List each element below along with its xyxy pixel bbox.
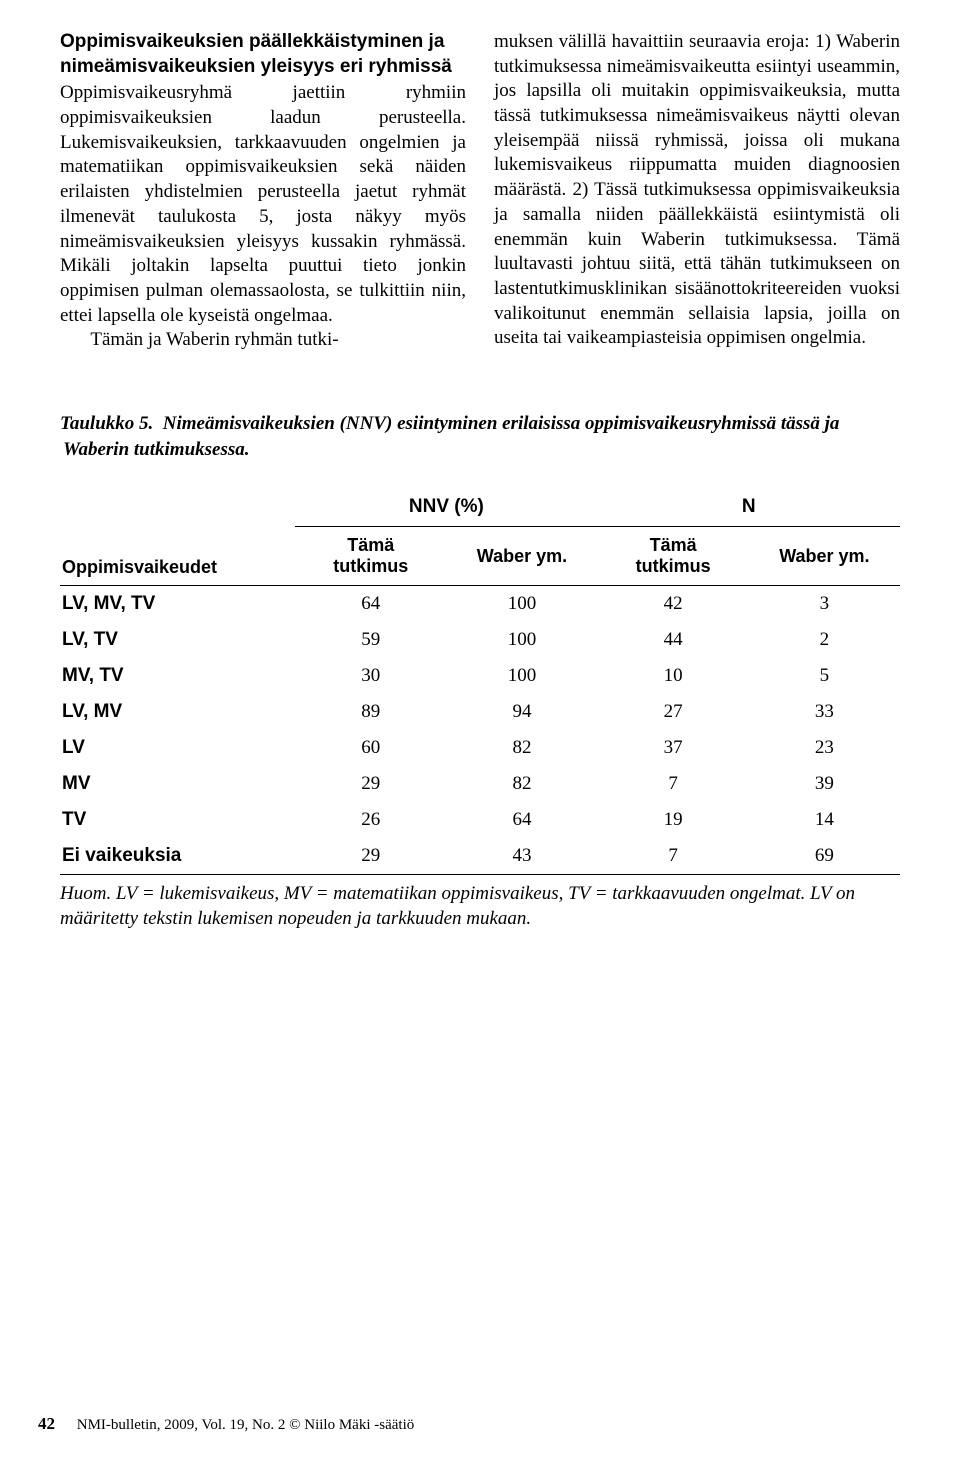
- cell: 23: [749, 730, 900, 766]
- cell: 100: [446, 585, 597, 622]
- subheader-tama-2: Tämätutkimus: [598, 527, 749, 585]
- subheader-waber-1: Waber ym.: [446, 527, 597, 585]
- cell: 43: [446, 838, 597, 875]
- cell: 82: [446, 766, 597, 802]
- cell: 10: [598, 658, 749, 694]
- cell: 5: [749, 658, 900, 694]
- page-number: 42: [38, 1414, 55, 1433]
- left-column: Oppimisvaikeuksien päällekkäistyminen ja…: [60, 30, 466, 353]
- table-row: LV, TV 59 100 44 2: [60, 622, 900, 658]
- cell: 33: [749, 694, 900, 730]
- cell: 69: [749, 838, 900, 875]
- row-label: LV, MV, TV: [60, 585, 295, 622]
- cell: 7: [598, 766, 749, 802]
- left-column-body: Oppimisvaikeusryhmä jaettiin ryhmiin opp…: [60, 82, 466, 325]
- body-columns: Oppimisvaikeuksien päällekkäistyminen ja…: [60, 30, 900, 353]
- table-row: LV, MV, TV 64 100 42 3: [60, 585, 900, 622]
- table-row: TV 26 64 19 14: [60, 802, 900, 838]
- cell: 82: [446, 730, 597, 766]
- table-caption: Taulukko 5. Nimeämisvaikeuksien (NNV) es…: [63, 411, 900, 462]
- rowheader-label: Oppimisvaikeudet: [60, 527, 295, 585]
- cell: 100: [446, 622, 597, 658]
- cell: 39: [749, 766, 900, 802]
- right-column-body: muksen välillä havaittiin seuraavia eroj…: [494, 31, 900, 348]
- row-label: MV: [60, 766, 295, 802]
- row-label: LV, TV: [60, 622, 295, 658]
- cell: 14: [749, 802, 900, 838]
- row-label: MV, TV: [60, 658, 295, 694]
- data-table: NNV (%) N Oppimisvaikeudet Tämätutkimus …: [60, 488, 900, 874]
- row-label: TV: [60, 802, 295, 838]
- cell: 64: [295, 585, 446, 622]
- group-header-n: N: [598, 488, 900, 527]
- cell: 26: [295, 802, 446, 838]
- table-row: MV, TV 30 100 10 5: [60, 658, 900, 694]
- cell: 3: [749, 585, 900, 622]
- cell: 42: [598, 585, 749, 622]
- cell: 30: [295, 658, 446, 694]
- table-note: Huom. LV = lukemisvaikeus, MV = matemati…: [60, 881, 900, 932]
- row-label: LV: [60, 730, 295, 766]
- cell: 7: [598, 838, 749, 875]
- row-label: LV, MV: [60, 694, 295, 730]
- table-row: MV 29 82 7 39: [60, 766, 900, 802]
- table-row: LV 60 82 37 23: [60, 730, 900, 766]
- cell: 94: [446, 694, 597, 730]
- footer-citation: NMI-bulletin, 2009, Vol. 19, No. 2 © Nii…: [77, 1417, 415, 1433]
- cell: 2: [749, 622, 900, 658]
- cell: 29: [295, 766, 446, 802]
- group-header-nnv: NNV (%): [295, 488, 597, 527]
- table-row: Ei vaikeuksia 29 43 7 69: [60, 838, 900, 875]
- cell: 60: [295, 730, 446, 766]
- cell: 27: [598, 694, 749, 730]
- table-body: LV, MV, TV 64 100 42 3 LV, TV 59 100 44 …: [60, 585, 900, 874]
- section-heading: Oppimisvaikeuksien päällekkäistyminen ja…: [60, 30, 466, 79]
- table-subheader-row: Oppimisvaikeudet Tämätutkimus Waber ym. …: [60, 527, 900, 585]
- cell: 64: [446, 802, 597, 838]
- row-label: Ei vaikeuksia: [60, 838, 295, 875]
- cell: 29: [295, 838, 446, 875]
- subheader-tama-1: Tämätutkimus: [295, 527, 446, 585]
- cell: 19: [598, 802, 749, 838]
- table-group-header-row: NNV (%) N: [60, 488, 900, 527]
- cell: 44: [598, 622, 749, 658]
- right-column: muksen välillä havaittiin seuraavia eroj…: [494, 30, 900, 353]
- table-row: LV, MV 89 94 27 33: [60, 694, 900, 730]
- table-caption-label: Taulukko 5.: [60, 413, 153, 434]
- page: Oppimisvaikeuksien päällekkäistyminen ja…: [0, 0, 960, 1460]
- cell: 59: [295, 622, 446, 658]
- table-caption-text: Nimeämisvaikeuksien (NNV) esiintyminen e…: [63, 413, 839, 460]
- cell: 100: [446, 658, 597, 694]
- cell: 89: [295, 694, 446, 730]
- page-footer: 42 NMI-bulletin, 2009, Vol. 19, No. 2 © …: [38, 1414, 414, 1434]
- left-column-tail: Tämän ja Waberin ryhmän tutki-: [90, 329, 338, 350]
- subheader-waber-2: Waber ym.: [749, 527, 900, 585]
- cell: 37: [598, 730, 749, 766]
- table-corner-empty: [60, 488, 295, 527]
